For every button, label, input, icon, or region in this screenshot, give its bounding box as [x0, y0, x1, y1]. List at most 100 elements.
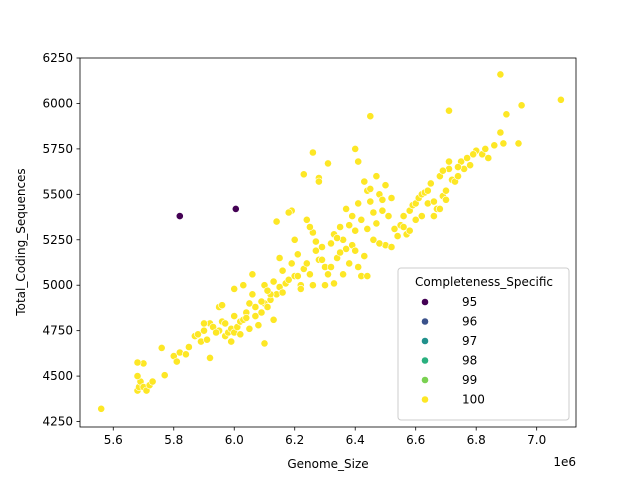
data-point: [411, 215, 420, 224]
legend-marker: [421, 298, 429, 306]
data-point: [336, 223, 344, 231]
data-point: [496, 128, 505, 137]
data-point: [499, 139, 508, 148]
x-tick-label: 6.4: [346, 433, 365, 447]
data-point: [426, 179, 435, 188]
data-point: [318, 243, 326, 251]
data-point: [354, 157, 363, 166]
data-point: [417, 212, 426, 220]
data-point: [263, 286, 272, 295]
x-tick-label: 5.6: [104, 433, 123, 447]
y-tick-label: 5250: [42, 233, 73, 247]
y-axis-label: Total_Coding_Sequences: [14, 168, 28, 316]
data-point: [384, 212, 393, 220]
data-point: [260, 339, 269, 348]
data-point: [327, 263, 335, 271]
data-point: [514, 139, 523, 148]
data-point: [345, 221, 354, 230]
data-point: [302, 215, 311, 224]
data-point: [314, 177, 323, 186]
data-point: [284, 208, 293, 217]
data-point: [251, 312, 260, 320]
legend: Completeness_Specific 95 96 97 98 99 100: [397, 267, 570, 421]
data-point: [445, 106, 453, 115]
data-point: [484, 154, 493, 162]
data-point: [429, 212, 438, 220]
data-point: [200, 319, 208, 328]
data-point: [381, 181, 390, 190]
data-point: [311, 246, 320, 255]
data-point: [231, 204, 240, 213]
data-point: [299, 170, 308, 179]
data-point: [254, 321, 263, 330]
data-point: [263, 303, 272, 311]
data-point: [333, 234, 341, 242]
data-point: [257, 297, 266, 306]
data-point: [302, 259, 311, 268]
data-point: [405, 226, 414, 235]
data-point: [257, 308, 266, 317]
data-point: [369, 235, 378, 244]
legend-marker: [421, 376, 429, 384]
data-point: [399, 223, 408, 231]
data-point: [454, 163, 462, 171]
data-point: [354, 263, 363, 271]
data-point: [375, 239, 384, 248]
data-point: [348, 212, 357, 220]
data-point: [360, 252, 369, 260]
data-point: [517, 101, 526, 110]
data-point: [342, 244, 350, 253]
legend-marker: [421, 317, 429, 326]
data-point: [272, 217, 281, 226]
data-point: [378, 206, 387, 215]
data-point: [245, 299, 254, 308]
data-point: [327, 239, 335, 248]
data-point: [442, 195, 450, 204]
data-point: [248, 290, 257, 299]
points-layer: [97, 70, 565, 413]
y-tick-label: 5000: [42, 278, 73, 292]
x-tick-label: 6.2: [285, 433, 304, 447]
data-point: [321, 281, 329, 290]
data-point: [184, 343, 193, 351]
data-point: [269, 277, 278, 286]
data-point: [248, 270, 257, 279]
y-tick-label: 4750: [42, 324, 73, 338]
legend-label: 95: [462, 295, 477, 309]
data-point: [366, 184, 375, 193]
x-tick-label: 7.0: [527, 433, 546, 447]
x-axis-label: Genome_Size: [287, 457, 368, 471]
data-point: [308, 148, 317, 157]
data-point: [230, 284, 239, 293]
data-point: [181, 350, 190, 359]
data-point: [97, 404, 106, 413]
data-point: [287, 259, 296, 268]
data-point: [454, 172, 462, 181]
data-point: [275, 254, 284, 262]
data-point: [203, 335, 211, 344]
data-point: [308, 281, 317, 290]
data-point: [502, 110, 511, 119]
data-point: [318, 255, 326, 264]
data-point: [239, 281, 248, 290]
data-point: [372, 219, 381, 228]
legend-label: 96: [462, 315, 477, 329]
data-point: [200, 326, 208, 335]
legend-marker: [421, 337, 429, 345]
y-tick-label: 5500: [42, 187, 73, 201]
data-point: [435, 204, 444, 213]
legend-frame: [397, 267, 570, 421]
data-point: [242, 313, 251, 322]
legend-marker: [421, 356, 429, 365]
data-point: [305, 223, 314, 231]
data-point: [378, 195, 387, 204]
data-point: [496, 70, 505, 79]
y-tick-label: 6250: [42, 51, 73, 65]
data-point: [357, 215, 366, 224]
data-point: [330, 279, 338, 288]
legend-label: 97: [462, 334, 477, 348]
data-point: [463, 154, 471, 162]
data-point: [366, 112, 375, 121]
data-point: [363, 272, 372, 280]
